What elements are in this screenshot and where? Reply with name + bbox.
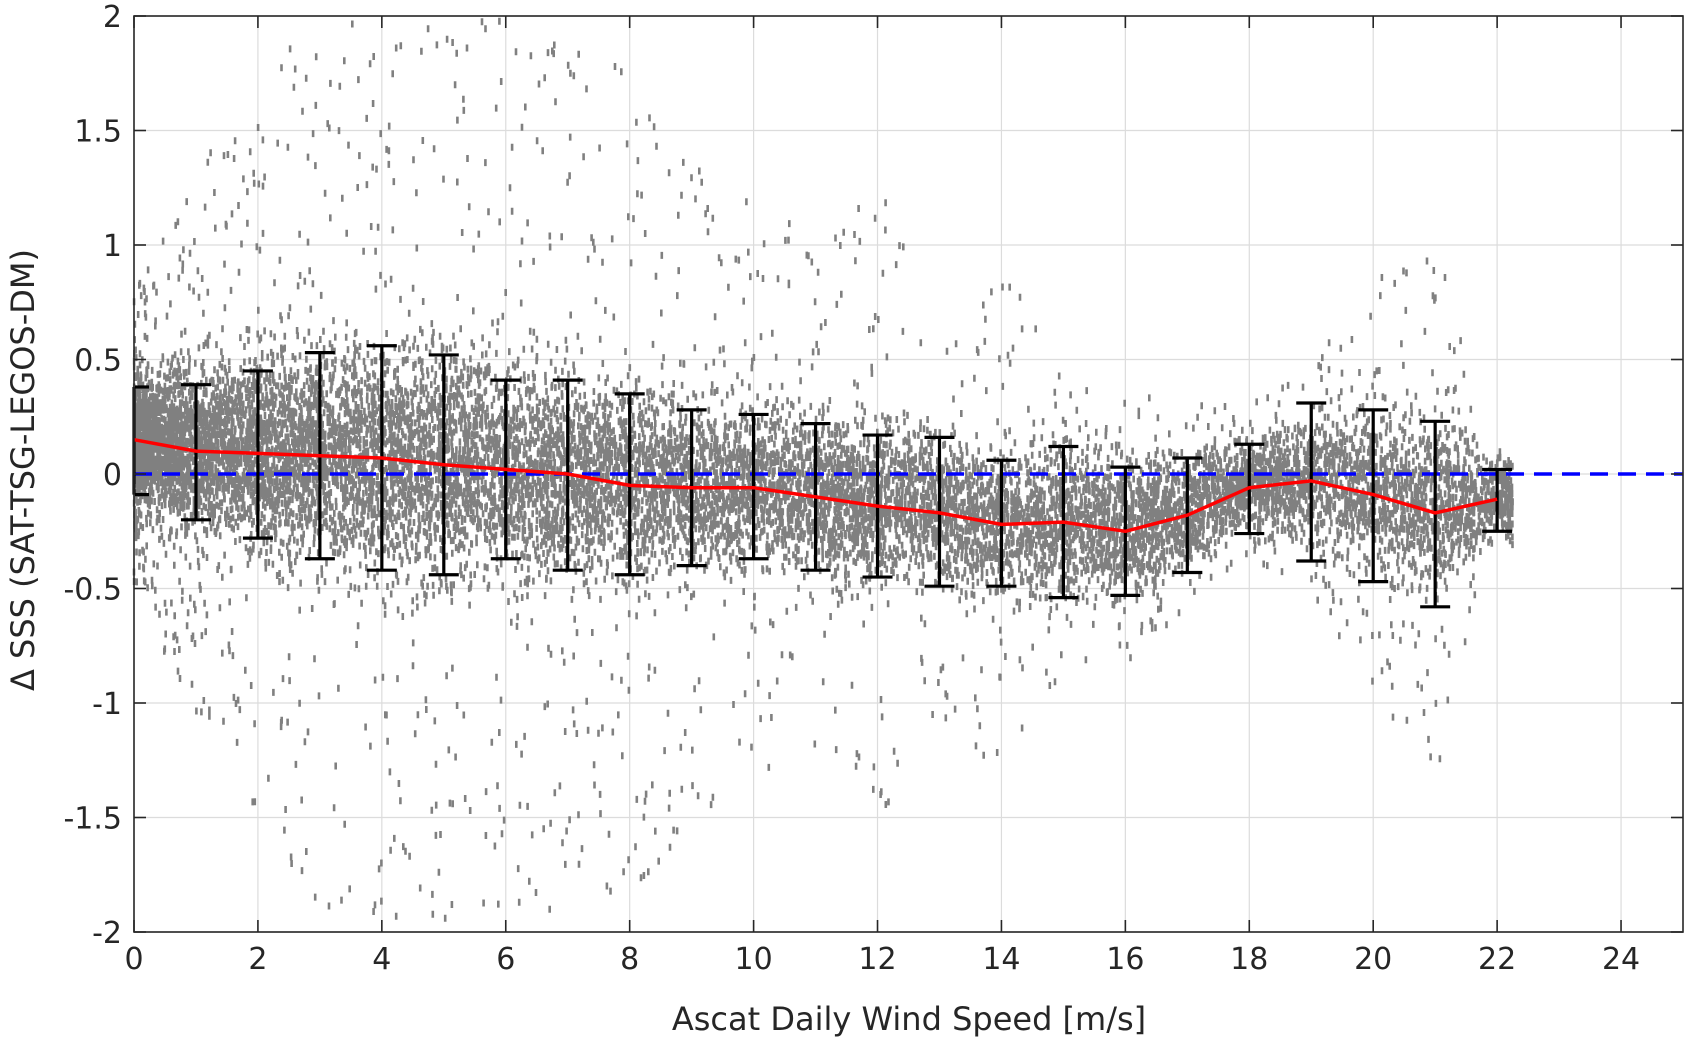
x-tick-label: 22 [1478,942,1516,977]
x-tick-label: 0 [124,942,143,977]
tick-labels: 0 2 4 6 8 10 12 14 16 18 20 22 24-2-1.5-1-0.500.511.… [63,0,1640,977]
mean-line [133,437,1498,534]
axes-frame [133,15,1684,933]
x-tick-label: 10 [735,942,773,977]
y-tick-label: 1.5 [74,115,122,150]
x-tick-label: 14 [982,942,1020,977]
y-tick-label: -1 [92,687,122,722]
x-tick-label: 6 [496,942,515,977]
y-tick-label: -0.5 [63,573,122,608]
error-bars [132,344,1513,609]
y-tick-label: 0.5 [74,344,122,379]
mean-line-path [133,437,1498,534]
x-tick-label: 2 [248,942,267,977]
x-tick-label: 24 [1602,942,1640,977]
x-tick-label: 18 [1230,942,1268,977]
y-tick-label: -2 [92,916,122,951]
x-axis-title: Ascat Daily Wind Speed [m/s] [672,1000,1146,1038]
y-tick-label: -1.5 [63,802,122,837]
x-tick-label: 20 [1354,942,1392,977]
x-tick-label: 16 [1106,942,1144,977]
scatter-points [132,17,1514,922]
y-tick-label: 0 [103,458,122,493]
y-tick-label: 2 [103,0,122,35]
scatter-point-cloud [132,17,1514,922]
x-tick-label: 12 [858,942,896,977]
y-axis-title: Δ SSS (SAT-TSG-LEGOS-DM) [4,249,42,691]
x-tick-label: 8 [620,942,639,977]
y-tick-label: 1 [103,229,122,264]
x-tick-label: 4 [372,942,391,977]
